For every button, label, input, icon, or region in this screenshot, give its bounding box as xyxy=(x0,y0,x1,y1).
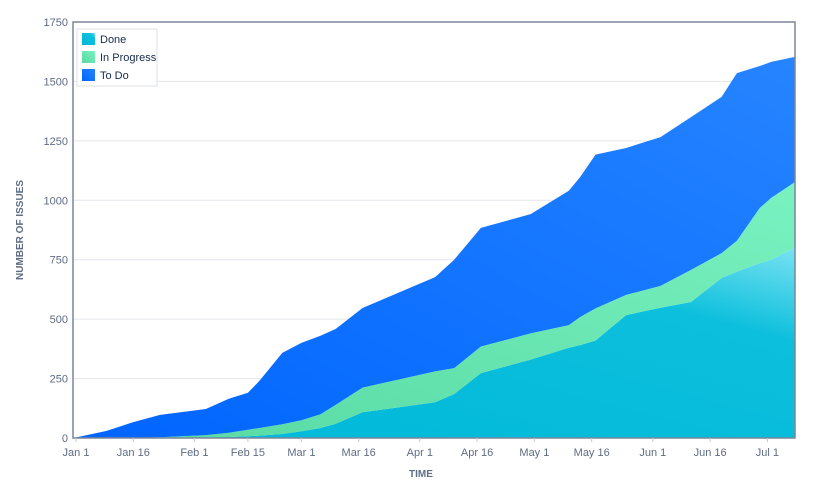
y-tick-label: 1250 xyxy=(44,136,68,148)
x-tick-label: May 16 xyxy=(574,447,610,459)
y-tick-label: 250 xyxy=(50,374,68,386)
y-tick-label: 1000 xyxy=(44,195,68,207)
x-axis-title: TIME xyxy=(409,469,433,480)
x-tick-label: Jul 1 xyxy=(756,447,779,459)
legend-label: In Progress xyxy=(100,52,157,64)
legend: Done In Progress To Do xyxy=(76,28,158,87)
x-tick-label: May 1 xyxy=(519,447,549,459)
y-axis-ticks: 0 250 500 750 1000 1250 1500 1750 xyxy=(44,17,68,445)
series-areas xyxy=(73,56,795,439)
area-to-do xyxy=(73,56,795,439)
y-axis-title: NUMBER OF ISSUES xyxy=(15,180,26,280)
x-tick-label: Apr 16 xyxy=(461,447,493,459)
y-tick-label: 500 xyxy=(50,314,68,326)
x-tick-label: Jan 1 xyxy=(63,447,90,459)
x-tick-label: Mar 16 xyxy=(342,447,376,459)
legend-label: To Do xyxy=(100,70,129,82)
x-tick-label: Feb 15 xyxy=(231,447,265,459)
x-tick-label: Mar 1 xyxy=(287,447,315,459)
area-done xyxy=(73,247,795,438)
plot-frame xyxy=(72,21,796,439)
y-tick-label: 1750 xyxy=(44,17,68,29)
x-tick-label: Apr 1 xyxy=(407,447,433,459)
x-tick-label: Jun 1 xyxy=(639,447,666,459)
x-tick-label: Jun 16 xyxy=(694,447,727,459)
area-in-progress xyxy=(73,182,795,438)
y-tick-label: 1500 xyxy=(44,76,68,88)
x-tick-label: Jan 16 xyxy=(117,447,150,459)
x-tick-label: Feb 1 xyxy=(180,447,208,459)
legend-label: Done xyxy=(100,34,126,46)
y-tick-label: 0 xyxy=(62,433,68,445)
y-tick-label: 750 xyxy=(50,255,68,267)
legend-swatch-to-do xyxy=(82,69,95,81)
legend-swatch-done xyxy=(82,33,95,45)
x-axis-ticks: Jan 1 Jan 16 Feb 1 Feb 15 Mar 1 Mar 16 Apr 1 Ap… xyxy=(63,438,779,459)
legend-swatch-in-progress xyxy=(82,51,95,63)
